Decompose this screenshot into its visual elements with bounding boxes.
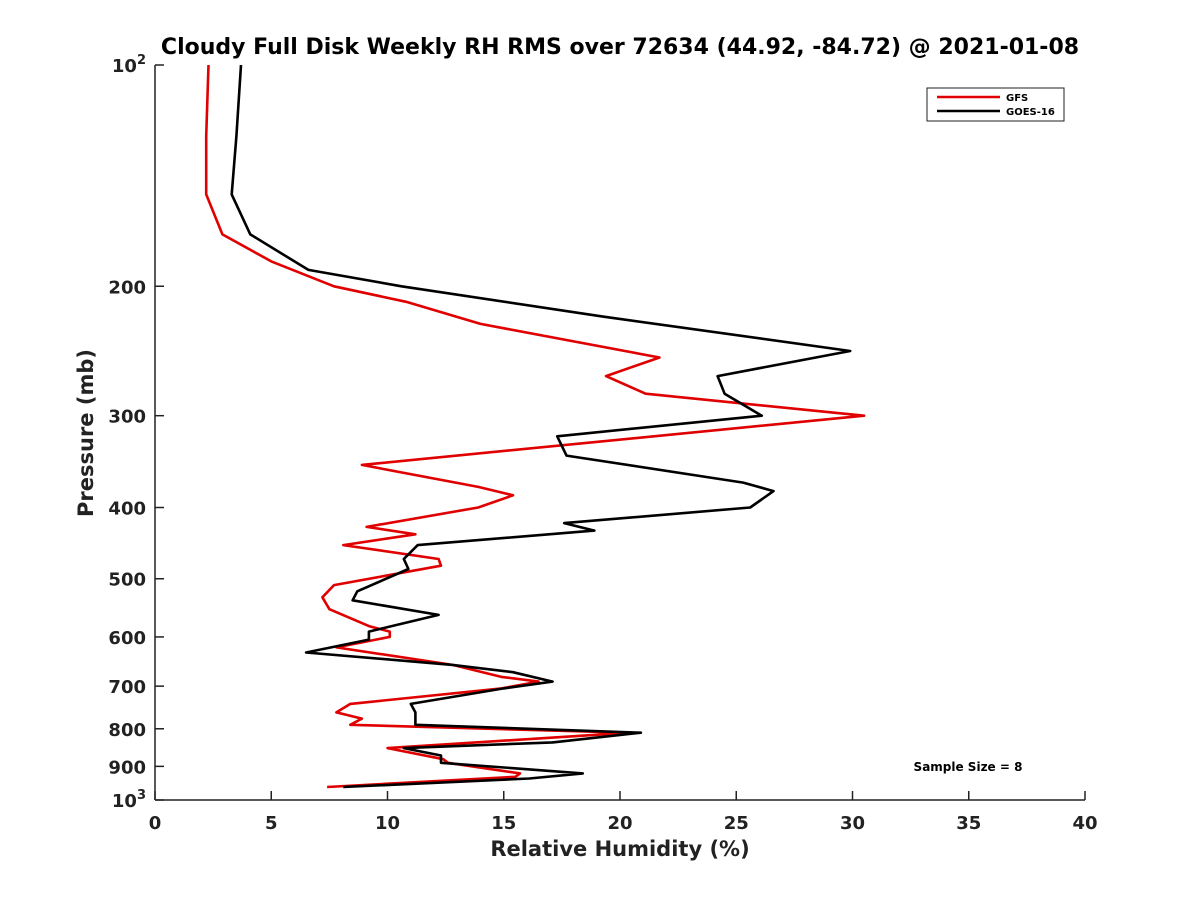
y-tick-label: 103 — [112, 788, 146, 812]
x-tick-label: 15 — [491, 813, 516, 834]
y-tick-label: 400 — [108, 499, 146, 520]
y-tick-label: 200 — [108, 277, 146, 298]
x-tick-label: 30 — [840, 813, 865, 834]
x-axis-label: Relative Humidity (%) — [490, 837, 749, 861]
x-tick-label: 10 — [375, 813, 400, 834]
x-tick-label: 40 — [1072, 813, 1097, 834]
legend-box — [926, 87, 1065, 122]
y-axis-ticks: 102 200 300 400 500 600 700 800 900 103 — [108, 53, 164, 812]
x-tick-label: 0 — [149, 813, 162, 834]
series-line-gfs — [204, 64, 866, 789]
y-tick-label: 700 — [108, 677, 146, 698]
y-tick-label: 600 — [108, 628, 146, 649]
x-tick-label: 5 — [265, 813, 278, 834]
legend-label-gfs: GFS — [1006, 93, 1028, 104]
chart-title: Cloudy Full Disk Weekly RH RMS over 7263… — [161, 35, 1079, 60]
legend: GFS GOES-16 — [926, 87, 1065, 122]
x-tick-label: 20 — [607, 813, 632, 834]
plot-frame — [155, 65, 1085, 800]
y-tick-label: 102 — [112, 53, 146, 77]
x-tick-label: 35 — [956, 813, 981, 834]
x-axis-ticks: 0 5 10 15 20 25 30 35 40 — [149, 791, 1098, 834]
y-axis-label: Pressure (mb) — [74, 349, 98, 517]
sample-size-annotation: Sample Size = 8 — [914, 760, 1023, 774]
x-tick-label: 25 — [724, 813, 749, 834]
y-tick-label: 800 — [108, 720, 146, 741]
y-tick-label: 900 — [108, 757, 146, 778]
series-line-goes16 — [230, 64, 852, 789]
y-tick-label: 500 — [108, 570, 146, 591]
plot-lines — [204, 64, 866, 789]
y-tick-label: 300 — [108, 407, 146, 428]
legend-label-goes16: GOES-16 — [1006, 107, 1055, 118]
